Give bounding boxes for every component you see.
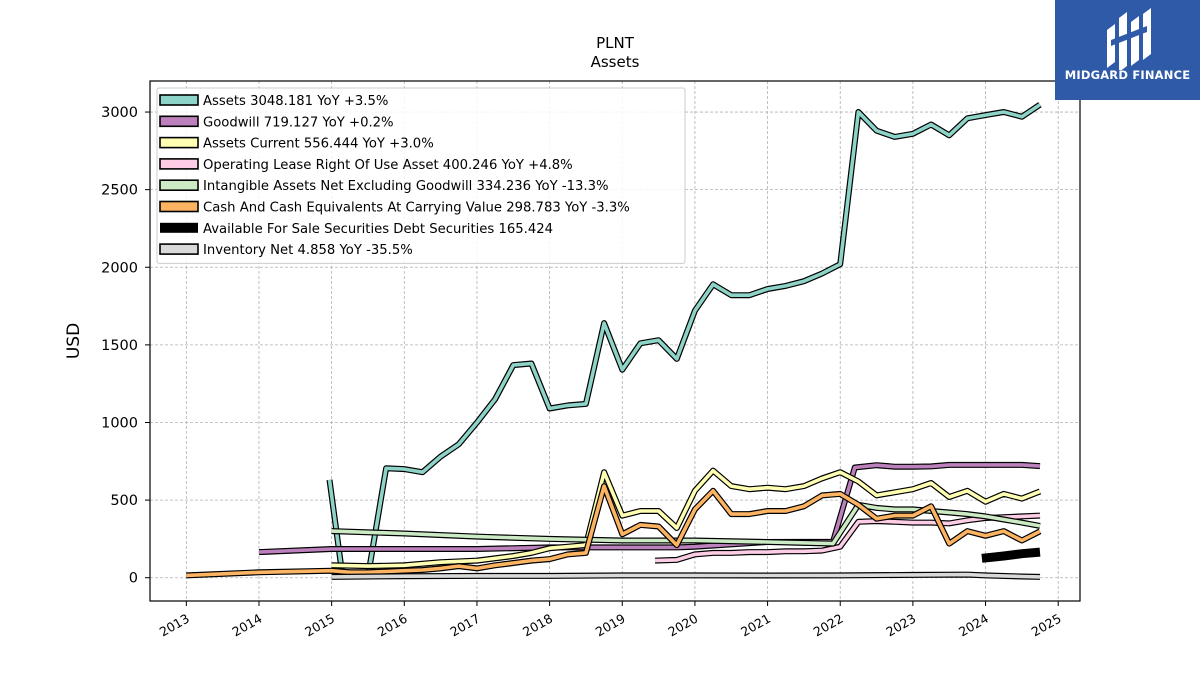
legend: Assets 3048.181 YoY +3.5% Goodwill 719.12… [156,87,686,264]
y-tick-label: 1000 [101,415,138,431]
chart-subtitle: Assets [591,53,640,71]
legend-swatch [160,222,198,233]
y-axis-label: USD [64,323,84,359]
chart-title: PLNT [596,34,635,52]
series-assets [326,102,1042,580]
x-tick-label: 2024 [956,611,991,640]
x-tick-label: 2021 [738,611,773,640]
legend-swatch [159,179,199,191]
x-tick-label: 2022 [811,611,846,640]
x-tick-label: 2014 [229,611,264,640]
legend-label: Operating Lease Right Of Use Asset 400.2… [203,158,573,173]
x-tick-label: 2017 [447,611,482,640]
plot-frame [149,80,1081,602]
series-intangible-assets-net-excluding-goodwill [331,501,1041,547]
legend-box [156,87,686,264]
series-line [981,547,1041,563]
midgard-logo-icon [1107,8,1151,70]
series-line [186,484,1041,578]
y-tick-label: 3000 [101,105,138,121]
y-tick-label: 1500 [101,338,138,354]
y-tick-label: 0 [129,571,138,587]
x-tick-label: 2018 [520,611,555,640]
x-tick-label: 2013 [157,611,192,640]
series-available-for-sale-securities-debt-securities [981,547,1041,563]
legend-label: Assets Current 556.444 YoY +3.0% [203,137,434,152]
legend-swatch [159,158,199,170]
legend-label: Assets 3048.181 YoY +3.5% [203,94,388,109]
x-tick-label: 2019 [593,611,628,640]
series-line [331,468,1041,568]
x-tick-label: 2016 [375,611,410,640]
legend-swatch [159,200,199,213]
series-goodwill [258,461,1041,556]
legend-label: Available For Sale Securities Debt Secur… [203,222,553,237]
y-tick-label: 500 [110,493,138,509]
x-tick-label: 2025 [1029,611,1064,640]
brand-logo: MIDGARD FINANCE [1055,0,1200,100]
legend-swatch [159,136,199,149]
series-line [327,103,1042,579]
series-line [331,572,1041,579]
x-tick-label: 2020 [665,611,700,640]
series-layer [186,102,1042,580]
series-operating-lease-right-of-use-asset [654,512,1041,564]
legend-label: Inventory Net 4.858 YoY -35.5% [203,243,413,258]
x-tick-label: 2015 [302,611,337,640]
y-tick-label: 2000 [101,260,138,276]
x-tick-label: 2023 [883,611,918,640]
legend-swatch [159,243,199,255]
series-line [654,513,1041,563]
legend-label: Intangible Assets Net Excluding Goodwill… [203,179,609,194]
y-tick-label: 2500 [101,183,138,199]
series-line [258,463,1041,554]
series-assets-current [331,467,1042,570]
series-cash-and-cash-equivalents-at-carrying-value [186,483,1042,579]
legend-swatch [159,115,199,128]
legend-swatch [159,94,199,106]
legend-label: Cash And Cash Equivalents At Carrying Va… [203,201,630,216]
series-inventory-net [331,571,1041,580]
legend-label: Goodwill 719.127 YoY +0.2% [203,115,394,130]
series-line [331,502,1041,546]
brand-name: MIDGARD FINANCE [1064,68,1191,82]
